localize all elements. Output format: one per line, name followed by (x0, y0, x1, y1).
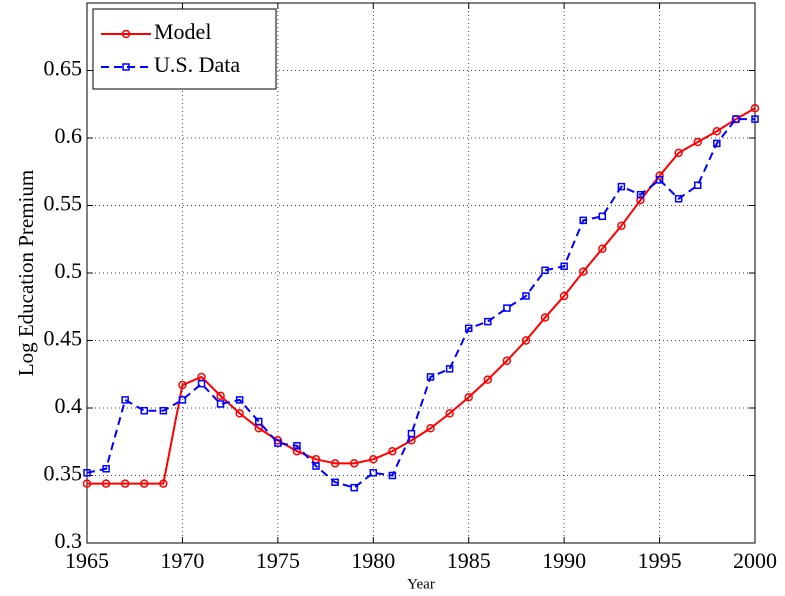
marker (503, 304, 511, 312)
marker (693, 137, 702, 147)
y-tick-label: 0.3 (55, 528, 83, 553)
marker (712, 127, 722, 136)
marker (693, 181, 702, 189)
x-tick-label: 1995 (638, 548, 682, 573)
marker (598, 212, 607, 221)
x-tick-label: 1980 (351, 548, 395, 573)
marker (369, 469, 378, 477)
marker (83, 469, 91, 477)
marker (388, 471, 397, 480)
x-tick-label: 1970 (160, 548, 204, 573)
marker (331, 478, 339, 486)
legend-label: U.S. Data (154, 52, 240, 77)
marker (617, 182, 626, 191)
marker (121, 29, 131, 39)
marker (216, 400, 225, 408)
y-tick-label: 0.6 (55, 123, 83, 148)
y-tick-label: 0.55 (44, 191, 83, 216)
marker (560, 262, 568, 270)
x-tick-label: 1965 (65, 548, 109, 573)
marker (197, 379, 206, 388)
marker (713, 139, 721, 148)
marker (274, 439, 282, 447)
marker (120, 479, 130, 488)
marker (540, 313, 550, 322)
marker (121, 396, 129, 404)
y-tick-label: 0.5 (55, 258, 83, 283)
marker (369, 455, 378, 464)
marker (445, 409, 454, 418)
marker (102, 465, 110, 473)
marker (178, 380, 187, 390)
marker (388, 446, 397, 456)
y-tick-label: 0.45 (44, 326, 83, 351)
legend-box (92, 8, 277, 90)
marker (140, 406, 149, 415)
marker (655, 171, 664, 181)
marker (579, 216, 587, 225)
marker (255, 417, 263, 426)
marker (445, 365, 454, 373)
marker (101, 479, 111, 488)
marker (464, 392, 473, 402)
marker (674, 148, 683, 158)
marker (82, 479, 92, 488)
marker (122, 63, 130, 71)
marker (578, 267, 588, 276)
x-axis-label: Year (407, 576, 435, 592)
marker (330, 459, 340, 468)
marker (732, 115, 740, 123)
marker (751, 115, 759, 123)
marker (426, 373, 435, 381)
marker (522, 292, 530, 300)
x-tick-label: 2000 (733, 548, 777, 573)
marker (502, 356, 512, 365)
marker (140, 479, 149, 488)
marker (178, 396, 187, 404)
plot-frame (86, 2, 756, 544)
marker (617, 221, 626, 230)
marker (655, 176, 664, 184)
marker (464, 324, 473, 333)
marker (235, 409, 244, 418)
marker (407, 429, 416, 438)
marker (483, 375, 493, 384)
marker (159, 406, 168, 415)
marker (235, 396, 244, 404)
y-axis-label: Log Education Premium (14, 170, 38, 376)
y-tick-label: 0.65 (44, 56, 83, 81)
marker (521, 336, 531, 345)
marker (293, 442, 301, 450)
marker (541, 266, 549, 275)
marker (636, 190, 645, 199)
y-tick-label: 0.35 (44, 461, 83, 486)
marker (674, 195, 683, 203)
marker (636, 195, 645, 205)
marker (750, 104, 760, 113)
marker (349, 459, 359, 468)
marker (216, 391, 225, 401)
x-tick-label: 1975 (256, 548, 300, 573)
marker (350, 483, 358, 492)
marker (484, 317, 492, 326)
marker (159, 479, 168, 488)
y-tick-label: 0.4 (55, 393, 83, 418)
marker (292, 446, 302, 456)
marker (559, 291, 569, 301)
marker (598, 244, 607, 253)
marker (426, 424, 435, 433)
legend-label: Model (154, 19, 211, 44)
marker (312, 462, 320, 470)
x-tick-label: 1985 (447, 548, 491, 573)
x-tick-label: 1990 (542, 548, 586, 573)
